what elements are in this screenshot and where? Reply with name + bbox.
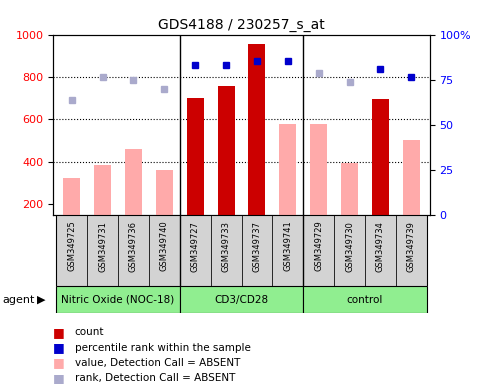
Text: ■: ■ <box>53 356 65 369</box>
Bar <box>310 124 327 215</box>
Bar <box>125 149 142 215</box>
Bar <box>279 124 296 215</box>
Bar <box>217 86 235 215</box>
Text: GSM349725: GSM349725 <box>67 221 76 271</box>
Text: percentile rank within the sample: percentile rank within the sample <box>75 343 251 353</box>
Bar <box>56 215 87 286</box>
Text: ■: ■ <box>53 372 65 384</box>
Bar <box>303 286 427 313</box>
Bar <box>365 215 396 286</box>
Text: agent: agent <box>2 295 35 305</box>
Bar <box>56 286 180 313</box>
Text: ■: ■ <box>53 341 65 354</box>
Bar <box>242 215 272 286</box>
Bar <box>187 98 204 215</box>
Bar <box>94 165 111 215</box>
Bar <box>149 215 180 286</box>
Bar <box>341 163 358 215</box>
Bar <box>303 215 334 286</box>
Bar <box>63 178 80 215</box>
Text: GSM349740: GSM349740 <box>160 221 169 271</box>
Text: count: count <box>75 327 104 337</box>
Text: CD3/CD28: CD3/CD28 <box>214 295 269 305</box>
Text: ■: ■ <box>53 326 65 339</box>
Text: GSM349734: GSM349734 <box>376 221 385 271</box>
Bar <box>403 140 420 215</box>
Text: GSM349733: GSM349733 <box>222 221 230 272</box>
Bar <box>334 215 365 286</box>
Bar <box>396 215 427 286</box>
Text: GSM349730: GSM349730 <box>345 221 354 271</box>
Bar <box>180 286 303 313</box>
Title: GDS4188 / 230257_s_at: GDS4188 / 230257_s_at <box>158 18 325 32</box>
Text: GSM349727: GSM349727 <box>191 221 199 271</box>
Bar <box>156 170 173 215</box>
Bar <box>372 99 389 215</box>
Text: GSM349737: GSM349737 <box>253 221 261 272</box>
Text: Nitric Oxide (NOC-18): Nitric Oxide (NOC-18) <box>61 295 174 305</box>
Bar <box>248 44 266 215</box>
Text: GSM349729: GSM349729 <box>314 221 323 271</box>
Text: control: control <box>347 295 383 305</box>
Text: GSM349736: GSM349736 <box>129 221 138 272</box>
Text: rank, Detection Call = ABSENT: rank, Detection Call = ABSENT <box>75 373 235 383</box>
Bar <box>180 215 211 286</box>
Bar <box>272 215 303 286</box>
Bar <box>118 215 149 286</box>
Text: GSM349741: GSM349741 <box>284 221 292 271</box>
Text: value, Detection Call = ABSENT: value, Detection Call = ABSENT <box>75 358 240 368</box>
Text: ▶: ▶ <box>37 295 46 305</box>
Text: GSM349731: GSM349731 <box>98 221 107 271</box>
Bar <box>211 215 242 286</box>
Text: GSM349739: GSM349739 <box>407 221 416 271</box>
Bar <box>87 215 118 286</box>
